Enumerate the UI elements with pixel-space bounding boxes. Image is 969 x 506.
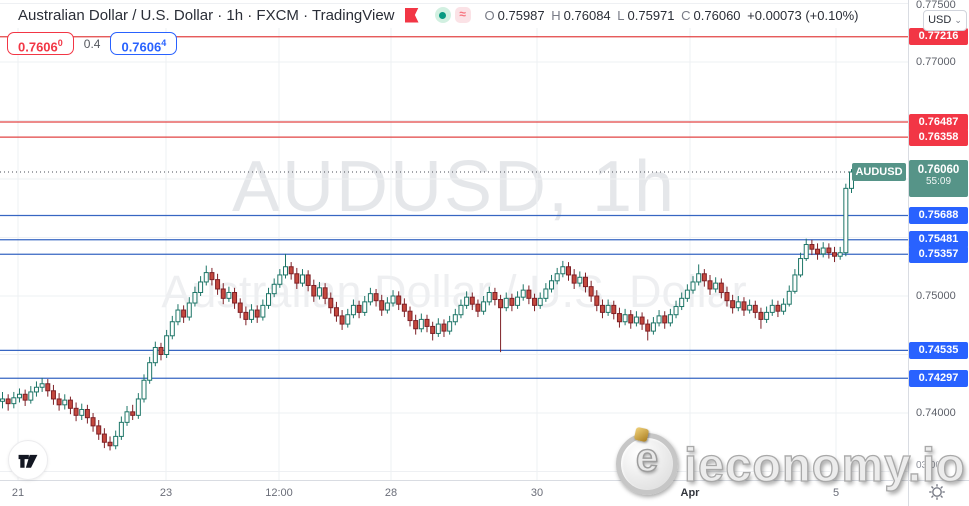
currency-unit-dropdown[interactable]: USD ⌄: [923, 10, 967, 31]
open-label: O: [484, 7, 495, 23]
close-label: C: [681, 7, 691, 23]
time-axis-label: 28: [384, 487, 398, 499]
time-axis-label: 12:00: [265, 487, 293, 499]
close-value: 0.76060: [693, 7, 741, 23]
chart-header: Australian Dollar / U.S. Dollar · 1h · F…: [0, 0, 908, 30]
sell-button[interactable]: 0.76060: [7, 32, 74, 55]
price-level-label: 0.75688: [909, 207, 968, 224]
tradingview-logo[interactable]: [8, 440, 48, 480]
price-axis-label: 0.77500: [916, 0, 956, 11]
flag-icon[interactable]: [404, 7, 419, 23]
spread-value: 0.4: [83, 36, 101, 51]
market-open-icon: [434, 7, 451, 23]
market-status-badges[interactable]: ≈: [434, 7, 471, 23]
buy-button[interactable]: 0.76064: [110, 32, 178, 55]
price-level-label: 0.75481: [909, 231, 968, 249]
tradingview-logo-mark: [18, 454, 38, 468]
price-level-label: 0.75357: [909, 245, 968, 263]
chevron-down-icon: ⌄: [954, 15, 962, 25]
change-value: +0.00073 (+0.10%): [747, 7, 859, 23]
price-axis-label: 0.75000: [916, 290, 956, 302]
time-axis-label: 5: [832, 487, 840, 499]
current-symbol-flag: AUDUSD: [852, 163, 906, 181]
current-price-label: 0.76060 55:09: [909, 160, 968, 197]
open-value: 0.75987: [497, 7, 545, 23]
low-label: L: [617, 7, 625, 23]
bid-ask-panel: 0.76060 0.4 0.76064: [7, 32, 178, 55]
time-axis[interactable]: [0, 480, 908, 506]
time-axis-label: 21: [11, 487, 25, 499]
price-axis-label: 0.77000: [916, 56, 956, 68]
time-axis-label: Apr: [680, 487, 700, 499]
low-value: 0.75971: [627, 7, 675, 23]
price-level-label: 0.76358: [909, 128, 968, 146]
symbol-title[interactable]: Australian Dollar / U.S. Dollar · 1h · F…: [18, 6, 395, 24]
current-price-value: 0.76060: [917, 164, 960, 176]
price-axis-label: 0.74000: [916, 407, 956, 419]
price-level-label: 0.76487: [909, 113, 968, 131]
high-value: 0.76084: [563, 7, 611, 23]
time-axis-label: 23: [159, 487, 173, 499]
price-level-label: 0.77216: [909, 28, 968, 46]
time-label: 03:00: [916, 460, 942, 471]
high-label: H: [551, 7, 561, 23]
time-axis-label: 30: [530, 487, 544, 499]
bar-countdown: 55:09: [925, 176, 952, 187]
price-level-label: 0.74535: [909, 341, 968, 359]
axis-corner: [908, 480, 969, 506]
price-level-label: 0.74297: [909, 369, 968, 387]
delayed-data-icon: ≈: [454, 7, 471, 23]
ohlc-readout: O 0.75987 H 0.76084 L 0.75971 C 0.76060 +0.0…: [485, 8, 862, 23]
axis-settings-gear-icon[interactable]: [928, 483, 946, 501]
